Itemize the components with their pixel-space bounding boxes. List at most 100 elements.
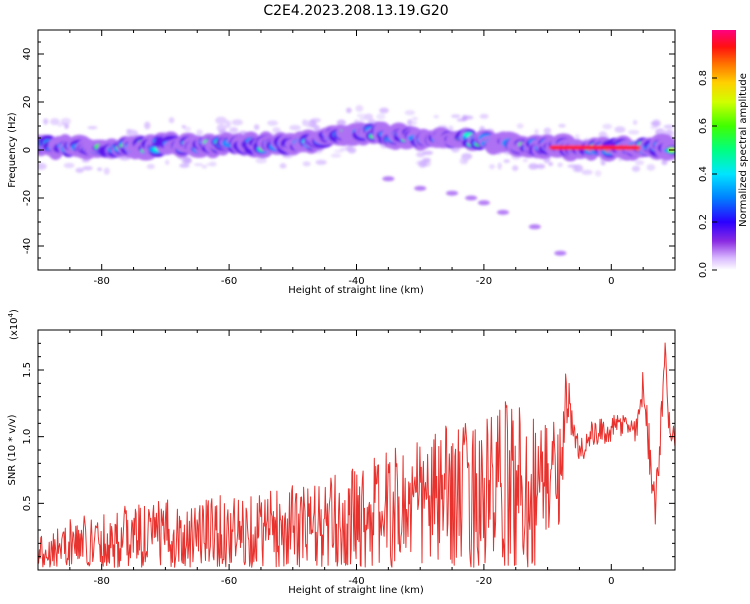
x-tick-label: -40 xyxy=(348,576,364,587)
heatmap-halo-blob xyxy=(279,163,287,169)
heatmap-halo-blob xyxy=(356,113,367,118)
heatmap-halo-blob xyxy=(201,164,208,169)
heatmap-halo-blob xyxy=(557,162,563,168)
heatmap-halo-blob xyxy=(404,110,416,116)
heatmap-halo-blob xyxy=(459,157,468,165)
heatmap-halo-blob xyxy=(558,123,566,128)
heatmap-halo-blob xyxy=(573,164,584,173)
colorbar-label: Normalized spectral amplitude xyxy=(738,73,749,227)
heatmap-tail-blob xyxy=(382,176,395,182)
heatmap-halo-blob xyxy=(81,159,90,163)
heatmap-halo-blob xyxy=(479,113,489,119)
heatmap-halo-blob xyxy=(376,113,386,120)
x-tick-label: 0 xyxy=(608,276,614,287)
x-tick-label: 0 xyxy=(608,576,614,587)
colorbar-tick-label: 0.8 xyxy=(698,70,709,86)
heatmap-halo-blob xyxy=(63,162,75,169)
snr-panel: -80 -60 -40 -20 0 0.5 1.0 1.5 Height of straigh… xyxy=(7,309,676,596)
x-tick-label: -80 xyxy=(94,276,110,287)
heatmap-halo-blob xyxy=(330,153,342,158)
y-tick-label: -20 xyxy=(22,190,33,206)
heatmap-halo-blob xyxy=(272,127,281,134)
heatmap-halo-blob xyxy=(231,119,244,126)
y-tick-label: 1.0 xyxy=(22,429,33,445)
svg-text:(x104): (x104) xyxy=(7,309,20,340)
heatmap-halo-blob xyxy=(181,125,186,129)
heatmap-halo-blob xyxy=(87,126,98,130)
heatmap-halo-blob xyxy=(61,122,67,126)
heatmap-halo-blob xyxy=(407,119,413,126)
heatmap-halo-blob xyxy=(43,118,49,125)
heatmap-halo-blob xyxy=(215,116,227,125)
heatmap-halo-blob xyxy=(82,165,93,171)
y-tick-label: 40 xyxy=(22,48,33,61)
heatmap-halo-blob xyxy=(627,129,640,135)
x-tick-label: -80 xyxy=(94,576,110,587)
heatmap-halo-blob xyxy=(650,121,660,126)
x-tick-label: -60 xyxy=(221,276,237,287)
heatmap-halo-blob xyxy=(450,114,461,119)
y-tick-label: 0 xyxy=(22,147,33,153)
heatmap-tail-blob xyxy=(497,209,510,215)
heatmap-halo-blob xyxy=(38,162,47,170)
heatmap-halo-blob xyxy=(126,129,139,137)
heatmap-halo-blob xyxy=(345,144,353,152)
heatmap-halo-blob xyxy=(411,117,419,121)
heatmap-halo-blob xyxy=(379,107,389,114)
heatmap-halo-blob xyxy=(433,114,439,119)
heatmap-halo-blob xyxy=(209,161,217,167)
heatmap-halo-blob xyxy=(253,124,260,131)
heatmap-halo-blob xyxy=(528,163,539,170)
heatmap-tail-blob xyxy=(554,250,567,256)
heatmap-halo-blob xyxy=(614,126,626,133)
heatmap-halo-blob xyxy=(418,160,427,168)
heatmap-halo-blob xyxy=(179,163,190,168)
heatmap-halo-blob xyxy=(144,121,151,130)
spectrogram-y-label: Frequency (Hz) xyxy=(7,112,18,188)
heatmap-tail-blob xyxy=(446,190,459,196)
heatmap-tail-blob xyxy=(465,195,478,201)
heatmap-halo-blob xyxy=(522,158,528,163)
x-tick-label: -40 xyxy=(348,276,364,287)
y-tick-label: -40 xyxy=(22,238,33,254)
heatmap-halo-blob xyxy=(602,123,613,130)
x-tick-label: -20 xyxy=(476,576,492,587)
heatmap-halo-blob xyxy=(346,107,352,114)
heatmap-halo-blob xyxy=(146,164,155,170)
heatmap-halo-blob xyxy=(663,124,675,129)
snr-multiplier-base: (x10 xyxy=(9,317,20,340)
snr-series-line xyxy=(38,342,675,568)
x-tick-label: -60 xyxy=(221,576,237,587)
heatmap-halo-blob xyxy=(302,161,311,167)
heatmap-halo-blob xyxy=(632,119,638,126)
heatmap-halo-blob xyxy=(574,134,580,141)
heatmap-halo-blob xyxy=(334,149,344,153)
heatmap-halo-blob xyxy=(543,127,552,135)
x-tick-label: -20 xyxy=(476,276,492,287)
heatmap-halo-blob xyxy=(97,167,103,172)
heatmap-halo-blob xyxy=(503,159,510,163)
heatmap-halo-blob xyxy=(594,170,602,177)
colorbar-tick-label: 0.4 xyxy=(698,166,709,182)
colorbar-ticks: 0.0 0.2 0.4 0.6 0.8 xyxy=(698,70,717,278)
heatmap-halo-blob xyxy=(534,128,539,135)
heatmap-halo-blob xyxy=(422,150,434,156)
colorbar: 0.0 0.2 0.4 0.6 0.8 Normalized spectral ampl… xyxy=(698,30,749,278)
heatmap-halo-blob xyxy=(313,124,320,132)
heatmap-halo-blob xyxy=(49,118,60,126)
heatmap-halo-blob xyxy=(268,121,277,126)
heatmap-halo-blob xyxy=(165,159,170,166)
heatmap-tail-blob xyxy=(414,185,427,191)
colorbar-tick-label: 0.6 xyxy=(698,118,709,134)
heatmap-halo-blob xyxy=(410,120,418,126)
heatmap-halo-blob xyxy=(75,167,84,173)
snr-x-label: Height of straight line (km) xyxy=(288,585,424,596)
heatmap-halo-blob xyxy=(315,159,327,165)
colorbar-tick-label: 0.0 xyxy=(698,262,709,278)
spectrogram-heatmap xyxy=(38,105,675,256)
heatmap-halo-blob xyxy=(497,162,502,170)
heatmap-halo-blob xyxy=(183,126,192,132)
heatmap-halo-blob xyxy=(355,105,364,112)
